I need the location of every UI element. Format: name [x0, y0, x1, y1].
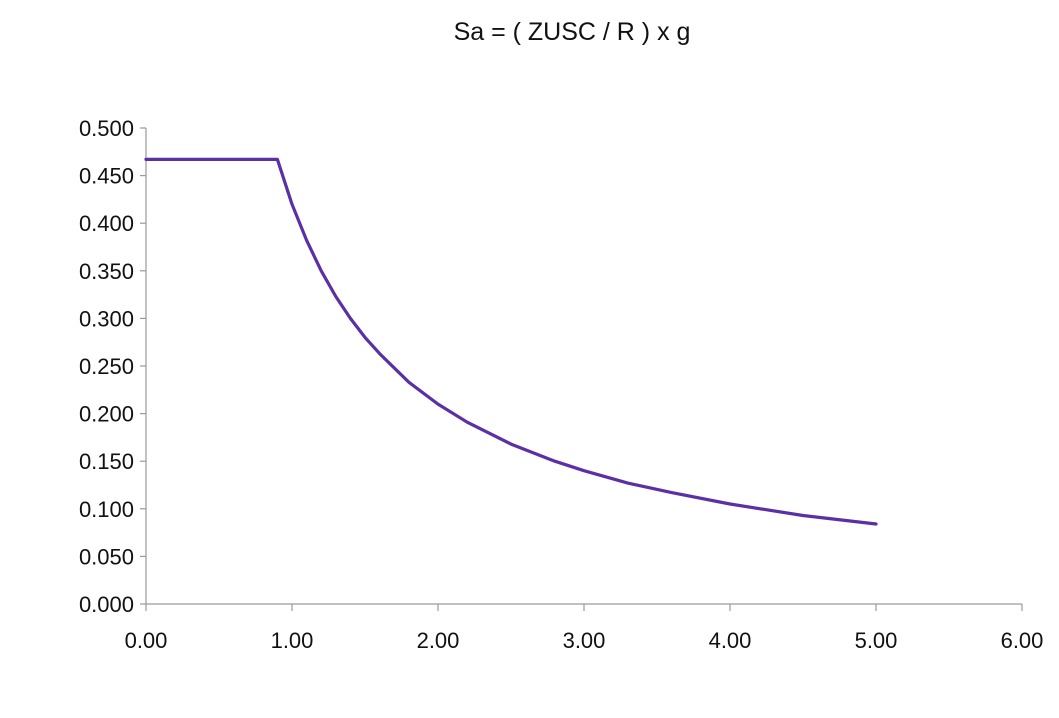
y-tick-label: 0.150 — [79, 449, 134, 474]
y-tick-label: 0.450 — [79, 164, 134, 189]
x-tick-label: 5.00 — [855, 628, 898, 653]
y-tick-label: 0.500 — [79, 116, 134, 141]
y-tick-label: 0.300 — [79, 306, 134, 331]
series-line-0 — [144, 157, 878, 526]
axes — [145, 128, 1022, 605]
series-layer — [144, 157, 878, 526]
y-tick-label: 0.200 — [79, 402, 134, 427]
x-tick-label: 2.00 — [417, 628, 460, 653]
y-tick-label: 0.100 — [79, 497, 134, 522]
y-tick-label: 0.050 — [79, 544, 134, 569]
x-tick-label: 0.00 — [125, 628, 168, 653]
x-tick-label: 1.00 — [271, 628, 314, 653]
chart-title: Sa = ( ZUSC / R ) x g — [454, 18, 691, 46]
ticks: 0.00 1.00 2.00 3.00 4.00 5.00 6.00 0.000 0.050 0.… — [79, 116, 1043, 653]
x-tick-label: 3.00 — [563, 628, 606, 653]
y-tick-label: 0.400 — [79, 211, 134, 236]
y-tick-label: 0.000 — [79, 592, 134, 617]
y-tick-label: 0.250 — [79, 354, 134, 379]
y-tick-label: 0.350 — [79, 259, 134, 284]
x-tick-label: 6.00 — [1001, 628, 1044, 653]
x-tick-label: 4.00 — [709, 628, 752, 653]
